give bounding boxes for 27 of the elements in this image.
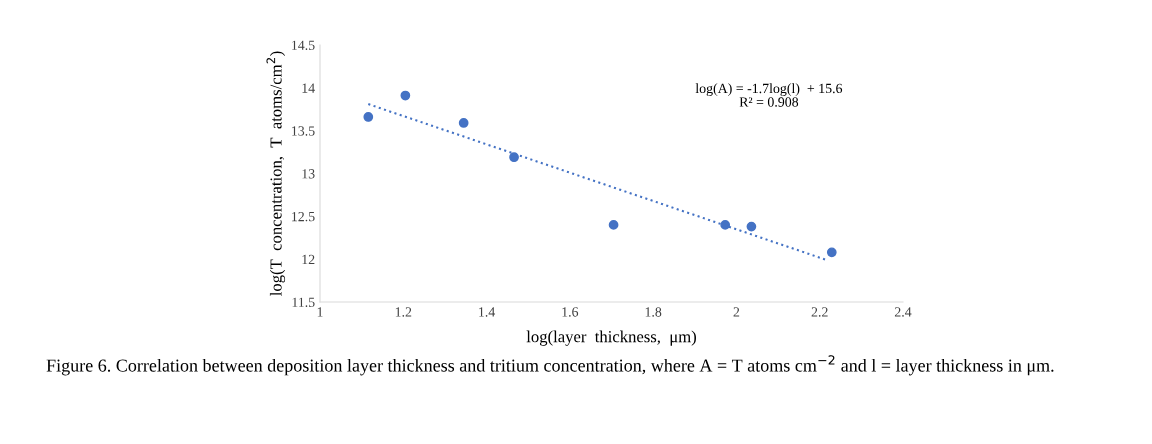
point: [826, 247, 837, 258]
x-axis-title: log(layer thickness, μm): [526, 330, 696, 346]
point: [458, 118, 469, 128]
y-tick-label: 11.5: [292, 297, 315, 308]
point: [400, 90, 411, 101]
x-tick-label: 1.2: [395, 307, 412, 317]
y-tick-label: 13.5: [292, 126, 315, 136]
point: [363, 112, 374, 122]
x-tick-label: 2.4: [894, 307, 912, 317]
x-tick-label: 2.2: [811, 307, 828, 317]
point: [608, 220, 619, 230]
point: [509, 152, 519, 163]
y-tick-label: 14.5: [292, 40, 315, 51]
y-axis-title: log(T concentration, T atoms/cm$^{2}$): [266, 51, 286, 296]
y-tick-label: 12: [302, 254, 315, 264]
y-tick-label: 12.5: [292, 211, 315, 222]
caption: Figure 6. Correlation between deposition layer thickness and tritium concentration, where A = T atoms cm$^{−2}$ and l = layer thickness in μm.: [46, 355, 1054, 376]
point: [746, 221, 757, 232]
point: [720, 220, 731, 230]
x-tick-label: 1.6: [562, 307, 579, 317]
x-tick-label: 1.4: [479, 307, 496, 317]
x-tick-label: 1.8: [645, 307, 662, 317]
x-tick-label: 2: [733, 307, 740, 317]
y-tick-label: 13: [302, 169, 315, 179]
annotation: log(A) = -1.7log(l) + 15.6 R² = 0.908: [695, 83, 843, 107]
x-tick-label: 1: [317, 307, 323, 317]
y-tick-label: 14: [302, 83, 315, 93]
